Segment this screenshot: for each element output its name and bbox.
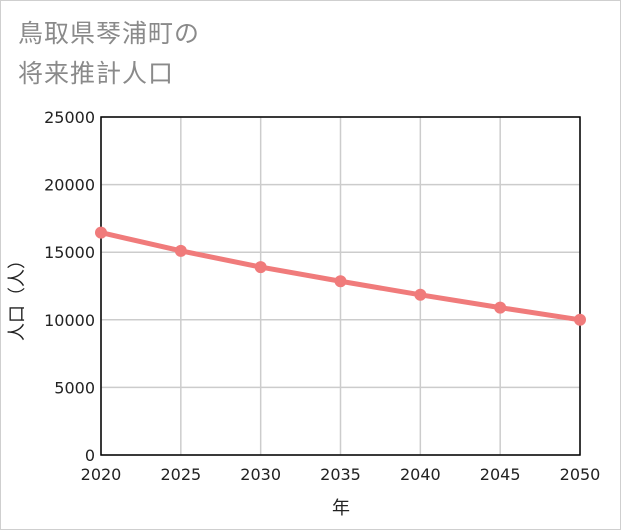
chart-title-line-2: 将来推計人口: [18, 59, 175, 88]
data-point: [334, 275, 347, 288]
x-tick-label: 2040: [400, 465, 441, 484]
y-tick-label: 15000: [44, 243, 95, 262]
y-tick-label: 5000: [54, 378, 95, 397]
series-layer: [95, 226, 586, 326]
data-point: [174, 244, 187, 257]
data-point: [494, 301, 507, 314]
y-axis-label: 人口（人）: [7, 251, 28, 341]
data-point: [414, 288, 427, 301]
y-tick-label: 20000: [44, 176, 95, 195]
data-point: [95, 226, 107, 239]
y-tick-label: 10000: [44, 311, 95, 330]
chart-title: 鳥取県琴浦町の 将来推計人口: [18, 14, 200, 94]
x-tick-label: 2030: [240, 465, 281, 484]
x-tick-label: 2020: [81, 465, 122, 484]
x-tick-label: 2035: [320, 465, 361, 484]
plot-area: [100, 116, 581, 456]
y-tick-label: 25000: [44, 108, 95, 127]
chart-title-line-1: 鳥取県琴浦町の: [18, 19, 201, 48]
x-tick-label: 2045: [480, 465, 521, 484]
x-axis-ticks: 2020 2025 2030 2035 2040 2045 2050: [81, 465, 601, 484]
x-axis-label: 年: [332, 498, 350, 519]
x-tick-label: 2050: [560, 465, 601, 484]
data-point: [574, 313, 586, 326]
y-tick-label: 0: [85, 446, 95, 465]
data-point: [254, 261, 267, 274]
x-tick-label: 2025: [160, 465, 201, 484]
y-axis-ticks: 0 5000 10000 15000 20000 25000: [44, 108, 95, 465]
